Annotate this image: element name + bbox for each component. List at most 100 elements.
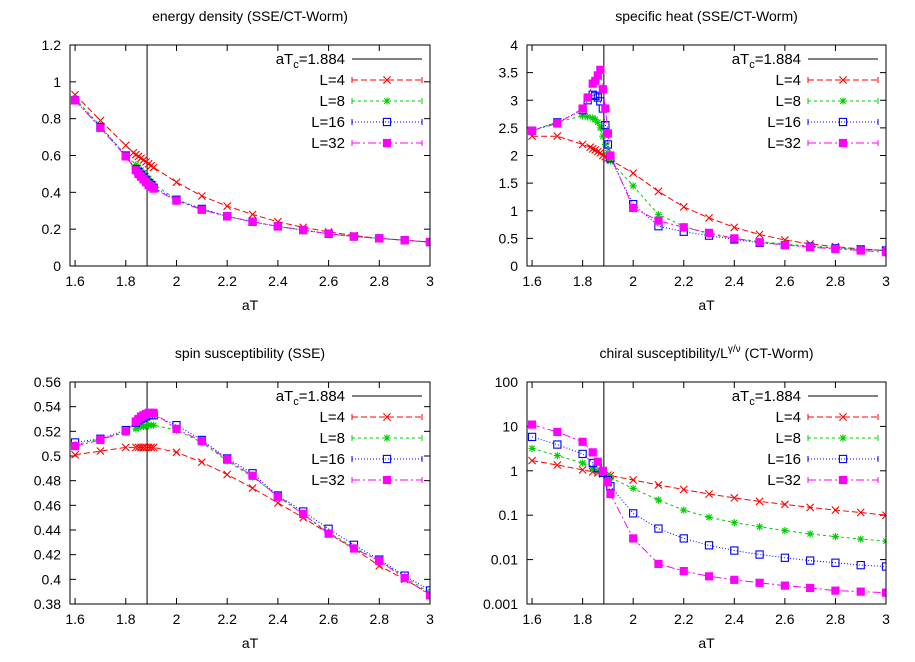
data-point bbox=[553, 440, 562, 449]
y-tick-label: 1 bbox=[53, 74, 61, 90]
data-point bbox=[603, 140, 613, 149]
legend-marker bbox=[838, 138, 848, 148]
data-point bbox=[596, 124, 604, 132]
data-point bbox=[629, 476, 638, 485]
x-tick-label: 2.6 bbox=[319, 273, 339, 289]
data-point bbox=[375, 556, 384, 565]
data-point bbox=[273, 222, 282, 231]
data-point bbox=[248, 471, 257, 480]
data-point bbox=[629, 182, 637, 190]
legend-label: aTc=1.884 bbox=[732, 388, 801, 408]
x-tick-label: 3 bbox=[426, 611, 434, 627]
x-axis-label: aT bbox=[698, 635, 715, 651]
legend-marker bbox=[382, 117, 392, 127]
data-point bbox=[578, 104, 587, 113]
data-point bbox=[96, 123, 105, 132]
plot-frame bbox=[526, 381, 887, 605]
data-point bbox=[96, 435, 105, 445]
data-point bbox=[780, 581, 789, 590]
data-point bbox=[679, 223, 688, 232]
data-point bbox=[654, 187, 663, 196]
x-tick-label: 1.6 bbox=[65, 611, 85, 627]
data-point bbox=[553, 119, 562, 128]
data-point bbox=[831, 244, 840, 253]
data-point bbox=[172, 424, 181, 433]
data-point bbox=[606, 489, 615, 499]
data-point bbox=[579, 112, 587, 120]
data-point bbox=[197, 437, 206, 446]
data-point bbox=[527, 432, 537, 442]
data-area bbox=[527, 420, 886, 597]
legend-label: L=4 bbox=[320, 72, 345, 89]
x-tick-label: 2.2 bbox=[674, 611, 694, 627]
data-area bbox=[527, 65, 886, 257]
data-point bbox=[584, 113, 592, 121]
data-point bbox=[172, 178, 181, 187]
data-point bbox=[781, 526, 789, 535]
legend-label: L=4 bbox=[776, 72, 801, 89]
data-point bbox=[831, 506, 840, 515]
legend-marker bbox=[838, 475, 848, 485]
panel-3: spin susceptibility (SSE) 1.6 1.8 2 2.2 2.4 2.… bbox=[34, 345, 434, 651]
y-tick-label: 1.5 bbox=[499, 175, 519, 191]
chart-title: chiral susceptibility/Lγ/ν (CT-Worm) bbox=[599, 344, 813, 361]
x-tick-label: 2 bbox=[173, 273, 181, 289]
series-line-l-32 bbox=[531, 68, 886, 253]
data-point bbox=[629, 534, 638, 543]
legend-label: L=8 bbox=[320, 430, 345, 447]
data-point bbox=[147, 443, 156, 452]
x-axis-label: aT bbox=[698, 297, 715, 313]
data-point bbox=[680, 506, 688, 514]
y-tick-label: 0.6 bbox=[42, 148, 62, 164]
data-point bbox=[578, 465, 587, 474]
data-point bbox=[121, 152, 130, 161]
x-tick-label: 2.6 bbox=[775, 611, 795, 627]
data-point bbox=[324, 229, 333, 238]
chart-title: energy density (SSE/CT-Worm) bbox=[152, 8, 348, 24]
data-point bbox=[806, 556, 815, 565]
data-point bbox=[831, 532, 840, 541]
data-point bbox=[705, 490, 714, 499]
x-tick-label: 3 bbox=[426, 273, 434, 289]
y-tick-label: 0.46 bbox=[34, 497, 61, 513]
x-tick-label: 2.4 bbox=[725, 273, 745, 289]
data-area bbox=[70, 90, 430, 247]
data-point bbox=[679, 485, 688, 494]
data-point bbox=[223, 212, 232, 221]
data-point bbox=[528, 444, 536, 452]
x-tick-label: 2.8 bbox=[826, 611, 846, 627]
y-tick-label: 0.4 bbox=[42, 571, 62, 587]
data-point bbox=[654, 496, 663, 504]
data-point bbox=[606, 474, 615, 482]
data-point bbox=[598, 85, 607, 94]
data-point bbox=[780, 240, 789, 250]
x-tick-label: 1.6 bbox=[522, 611, 542, 627]
data-point bbox=[806, 243, 815, 252]
data-point bbox=[596, 65, 605, 74]
data-point bbox=[149, 443, 158, 452]
y-tick-label: 0.8 bbox=[42, 111, 62, 127]
data-point bbox=[593, 147, 602, 156]
data-point bbox=[601, 104, 610, 113]
x-tick-label: 2.8 bbox=[370, 611, 390, 627]
data-point bbox=[654, 211, 663, 219]
data-point bbox=[629, 169, 638, 178]
data-point bbox=[705, 213, 714, 222]
data-point bbox=[755, 497, 764, 506]
data-point bbox=[629, 203, 638, 213]
y-tick-label: 0.01 bbox=[491, 552, 518, 568]
data-point bbox=[603, 129, 613, 138]
data-point bbox=[594, 118, 602, 126]
legend-marker bbox=[382, 454, 392, 464]
data-point bbox=[654, 216, 663, 225]
legend-marker bbox=[383, 97, 391, 105]
data-point bbox=[299, 509, 308, 519]
y-tick-label: 0.56 bbox=[34, 374, 61, 390]
data-point bbox=[629, 484, 637, 493]
data-point bbox=[583, 93, 592, 102]
panel-4: chiral susceptibility/Lγ/ν (CT-Worm) 1.6 1… bbox=[483, 344, 890, 651]
legend-marker bbox=[839, 413, 847, 421]
y-tick-label: 0.2 bbox=[42, 221, 62, 237]
data-point bbox=[601, 140, 609, 149]
legend-label: L=8 bbox=[776, 430, 801, 447]
